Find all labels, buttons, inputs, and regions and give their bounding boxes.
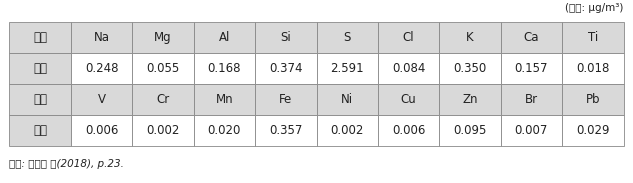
Text: 0.084: 0.084 [392,62,425,75]
Text: Cr: Cr [156,93,170,106]
Text: K: K [466,31,474,44]
Text: Ca: Ca [523,31,539,44]
Text: Ti: Ti [587,31,598,44]
Text: 0.006: 0.006 [85,124,118,137]
Text: 0.095: 0.095 [453,124,487,137]
Text: Si: Si [280,31,291,44]
Text: 0.168: 0.168 [208,62,241,75]
Text: 0.374: 0.374 [269,62,303,75]
Text: 농도: 농도 [33,124,47,137]
Text: Na: Na [94,31,110,44]
Text: 0.007: 0.007 [515,124,548,137]
Text: S: S [344,31,351,44]
Text: 0.020: 0.020 [208,124,241,137]
Text: 0.029: 0.029 [576,124,610,137]
Text: 0.002: 0.002 [330,124,364,137]
Text: Cl: Cl [403,31,415,44]
Text: 0.002: 0.002 [146,124,180,137]
Text: Zn: Zn [462,93,478,106]
Text: Ni: Ni [341,93,353,106]
Text: 0.248: 0.248 [85,62,118,75]
Text: Mg: Mg [154,31,172,44]
Text: 자료: 강병옷 외(2018), p.23.: 자료: 강병옷 외(2018), p.23. [9,159,124,169]
Text: Pb: Pb [586,93,600,106]
Text: 0.357: 0.357 [269,124,303,137]
Text: Fe: Fe [279,93,292,106]
Text: 0.006: 0.006 [392,124,425,137]
Text: Cu: Cu [401,93,417,106]
Text: 성분: 성분 [33,93,47,106]
Text: 2.591: 2.591 [330,62,364,75]
Text: Mn: Mn [216,93,233,106]
Text: Al: Al [219,31,230,44]
Text: 0.157: 0.157 [515,62,548,75]
Text: (단위: μg/m³): (단위: μg/m³) [565,3,624,13]
Text: 성분: 성분 [33,31,47,44]
Text: V: V [97,93,106,106]
Text: 0.350: 0.350 [453,62,487,75]
Text: 0.055: 0.055 [146,62,180,75]
Text: Br: Br [525,93,538,106]
Text: 농도: 농도 [33,62,47,75]
Text: 0.018: 0.018 [576,62,610,75]
